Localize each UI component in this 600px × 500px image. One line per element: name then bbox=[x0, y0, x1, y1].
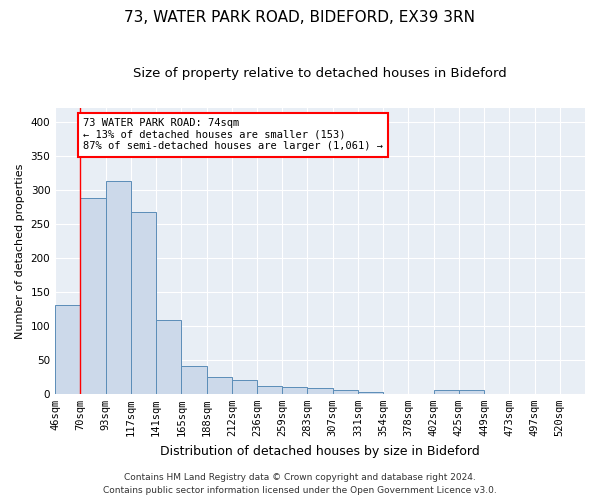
Bar bbox=[106, 181, 131, 394]
X-axis label: Distribution of detached houses by size in Bideford: Distribution of detached houses by size … bbox=[160, 444, 480, 458]
Bar bbox=[282, 387, 307, 394]
Bar bbox=[55, 306, 80, 394]
Bar bbox=[358, 392, 383, 394]
Bar bbox=[80, 198, 106, 394]
Bar bbox=[257, 386, 282, 394]
Bar bbox=[332, 390, 358, 394]
Title: Size of property relative to detached houses in Bideford: Size of property relative to detached ho… bbox=[133, 68, 507, 80]
Text: 73 WATER PARK ROAD: 74sqm
← 13% of detached houses are smaller (153)
87% of semi: 73 WATER PARK ROAD: 74sqm ← 13% of detac… bbox=[83, 118, 383, 152]
Bar bbox=[434, 390, 459, 394]
Bar bbox=[181, 366, 206, 394]
Text: 73, WATER PARK ROAD, BIDEFORD, EX39 3RN: 73, WATER PARK ROAD, BIDEFORD, EX39 3RN bbox=[125, 10, 476, 25]
Y-axis label: Number of detached properties: Number of detached properties bbox=[15, 163, 25, 338]
Bar bbox=[307, 388, 332, 394]
Bar bbox=[131, 212, 156, 394]
Bar bbox=[206, 377, 232, 394]
Bar bbox=[232, 380, 257, 394]
Bar bbox=[156, 320, 181, 394]
Text: Contains HM Land Registry data © Crown copyright and database right 2024.
Contai: Contains HM Land Registry data © Crown c… bbox=[103, 474, 497, 495]
Bar bbox=[459, 390, 484, 394]
